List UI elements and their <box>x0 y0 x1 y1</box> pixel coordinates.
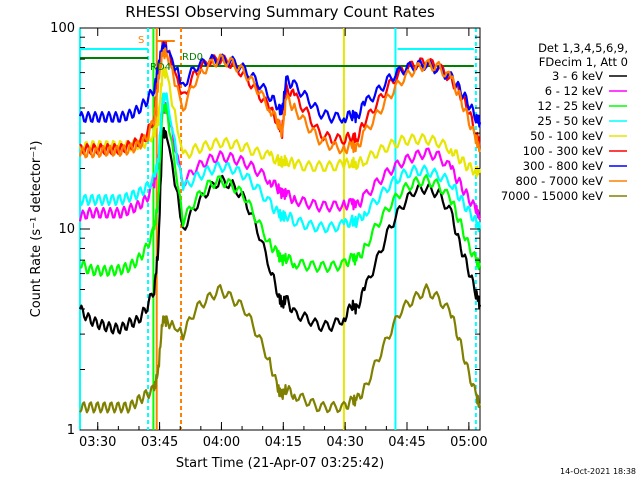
legend-label: 300 - 800 keV <box>523 159 603 173</box>
plot-frame <box>79 27 481 431</box>
y-tick-label: 10 <box>58 222 75 237</box>
x-tick-label: 04:00 <box>203 435 240 450</box>
x-tick-label: 04:30 <box>326 435 363 450</box>
legend-label: 800 - 7000 keV <box>515 174 603 188</box>
y-tick-label: 1 <box>67 423 75 438</box>
series-line-2 <box>80 102 482 277</box>
x-tick-label: 04:15 <box>265 435 302 450</box>
legend-label: 50 - 100 keV <box>530 129 603 143</box>
legend-header-decimation: FDecim 1, Att 0 <box>539 55 628 69</box>
legend-label: 3 - 6 keV <box>552 69 603 83</box>
x-tick-label: 05:00 <box>450 435 487 450</box>
series-line-4 <box>78 66 482 178</box>
legend-label: 6 - 12 keV <box>545 84 603 98</box>
x-tick-label: 03:30 <box>79 435 116 450</box>
y-axis-ticks: 1 10 100 <box>50 21 480 438</box>
rd4-annotation: RD4 <box>150 62 171 73</box>
legend-label: 12 - 25 keV <box>537 99 603 113</box>
legend-header-detectors: Det 1,3,4,5,6,9, <box>538 41 628 55</box>
y-axis-label: Count Rate (s⁻¹ detector⁻¹) <box>29 141 44 318</box>
series-line-1 <box>78 101 482 222</box>
x-axis-label: Start Time (21-Apr-07 03:25:42) <box>176 456 384 471</box>
chart-title: RHESSI Observing Summary Count Rates <box>125 3 435 21</box>
legend-label: 25 - 50 keV <box>537 114 603 128</box>
series-line-6 <box>78 41 482 128</box>
legend-label: 7000 - 15000 keV <box>501 189 603 203</box>
series-line-8 <box>79 283 482 414</box>
x-tick-label: 04:45 <box>388 435 425 450</box>
series-line-7 <box>78 47 482 159</box>
series-line-0 <box>78 126 482 335</box>
legend-label: 100 - 300 keV <box>523 144 603 158</box>
generation-timestamp: 14-Oct-2021 18:38 <box>560 467 636 476</box>
y-tick-label: 100 <box>50 21 75 36</box>
x-tick-label: 03:45 <box>141 435 178 450</box>
saa-annotation: S <box>138 35 144 46</box>
data-marks <box>78 28 482 430</box>
series-line-3 <box>78 92 482 234</box>
x-axis-ticks: 03:30 03:45 04:00 04:15 04:30 04:45 05:00 <box>79 28 488 450</box>
rd0-annotation: RD0 <box>182 52 203 63</box>
